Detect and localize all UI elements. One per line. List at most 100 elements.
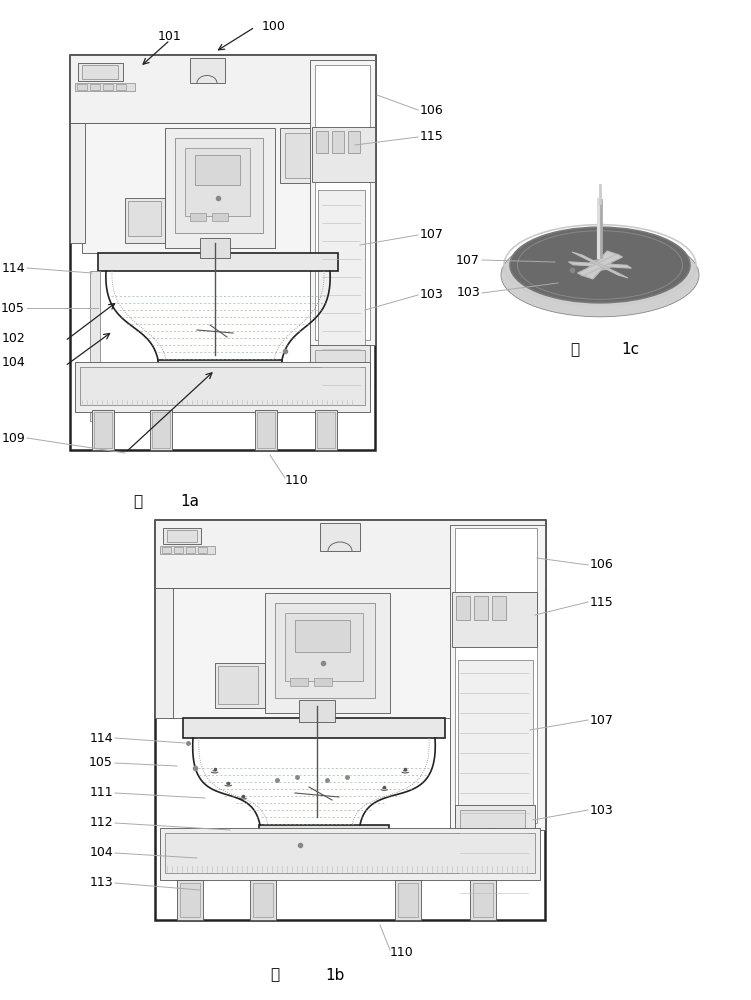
Bar (190, 58, 225, 83)
Bar (452, 592, 537, 647)
Text: 111: 111 (89, 786, 113, 800)
Bar (200, 238, 230, 258)
Polygon shape (578, 254, 623, 276)
Bar (158, 360, 282, 378)
Bar (90, 271, 100, 421)
Polygon shape (569, 262, 632, 268)
Bar (77, 84, 87, 90)
Text: 图: 图 (134, 494, 143, 510)
Text: 106: 106 (420, 104, 444, 116)
Bar (125, 198, 165, 243)
Bar (185, 148, 250, 216)
Bar (259, 825, 389, 845)
Bar (492, 596, 506, 620)
Bar (170, 588, 460, 718)
Bar (167, 530, 197, 542)
Text: 110: 110 (390, 946, 414, 958)
Bar (285, 133, 345, 178)
Bar (80, 367, 365, 405)
Bar (195, 155, 240, 185)
Bar (299, 700, 335, 722)
Text: 107: 107 (590, 714, 614, 726)
Bar (332, 131, 344, 153)
Text: 1b: 1b (325, 968, 345, 982)
Bar (183, 718, 445, 738)
Bar (290, 678, 308, 686)
Bar (315, 410, 337, 450)
Bar (82, 65, 118, 79)
Text: 109: 109 (2, 432, 25, 444)
Bar (70, 123, 85, 243)
Bar (285, 613, 363, 681)
Bar (116, 84, 126, 90)
Text: 107: 107 (456, 253, 480, 266)
Bar (90, 84, 100, 90)
Text: 105: 105 (89, 756, 113, 770)
Text: 1c: 1c (621, 342, 639, 358)
Ellipse shape (501, 233, 699, 317)
Bar (280, 128, 350, 183)
Bar (186, 547, 195, 553)
Text: 图: 图 (270, 968, 279, 982)
Text: 115: 115 (590, 595, 614, 608)
Bar (152, 412, 170, 448)
Text: 1a: 1a (180, 494, 200, 510)
Bar (395, 880, 421, 920)
Bar (470, 880, 496, 920)
Bar (150, 410, 172, 450)
Bar (155, 520, 545, 588)
Bar (218, 666, 258, 704)
Ellipse shape (477, 829, 507, 851)
Bar (460, 810, 525, 850)
Bar (185, 365, 265, 378)
Bar (314, 678, 332, 686)
Bar (320, 523, 360, 551)
Bar (316, 131, 328, 153)
Text: 101: 101 (158, 30, 182, 43)
Text: 106: 106 (590, 558, 614, 572)
Bar (160, 828, 540, 880)
Bar (310, 345, 370, 390)
Text: 113: 113 (89, 876, 113, 890)
Bar (128, 201, 161, 236)
Text: 104: 104 (89, 846, 113, 859)
Bar (190, 213, 206, 221)
Bar (94, 412, 112, 448)
Bar (250, 880, 276, 920)
Bar (295, 833, 355, 845)
Bar (103, 84, 113, 90)
Bar (70, 55, 375, 123)
Text: 107: 107 (420, 229, 444, 241)
Ellipse shape (510, 227, 690, 303)
Bar (455, 805, 535, 860)
Bar (474, 596, 488, 620)
Bar (165, 833, 535, 873)
Bar (78, 63, 123, 81)
Bar (155, 588, 173, 718)
Text: 103: 103 (420, 288, 444, 302)
Bar (275, 603, 375, 698)
Bar (348, 131, 360, 153)
Bar (312, 127, 375, 182)
Bar (215, 663, 265, 708)
Text: 104: 104 (2, 357, 25, 369)
Bar (253, 883, 273, 917)
Bar (315, 65, 370, 340)
Bar (160, 546, 215, 554)
Bar (473, 883, 493, 917)
Polygon shape (572, 252, 628, 278)
Bar (265, 593, 390, 713)
Bar (450, 525, 545, 830)
Bar (318, 190, 365, 355)
Text: 105: 105 (1, 302, 25, 314)
Text: 114: 114 (89, 732, 113, 744)
Bar (75, 362, 370, 412)
Text: 图: 图 (571, 342, 580, 358)
Bar (212, 213, 228, 221)
Text: 110: 110 (285, 474, 309, 487)
Ellipse shape (483, 833, 501, 847)
Bar (155, 520, 545, 920)
Bar (455, 528, 537, 823)
Bar (198, 547, 207, 553)
Bar (180, 883, 200, 917)
